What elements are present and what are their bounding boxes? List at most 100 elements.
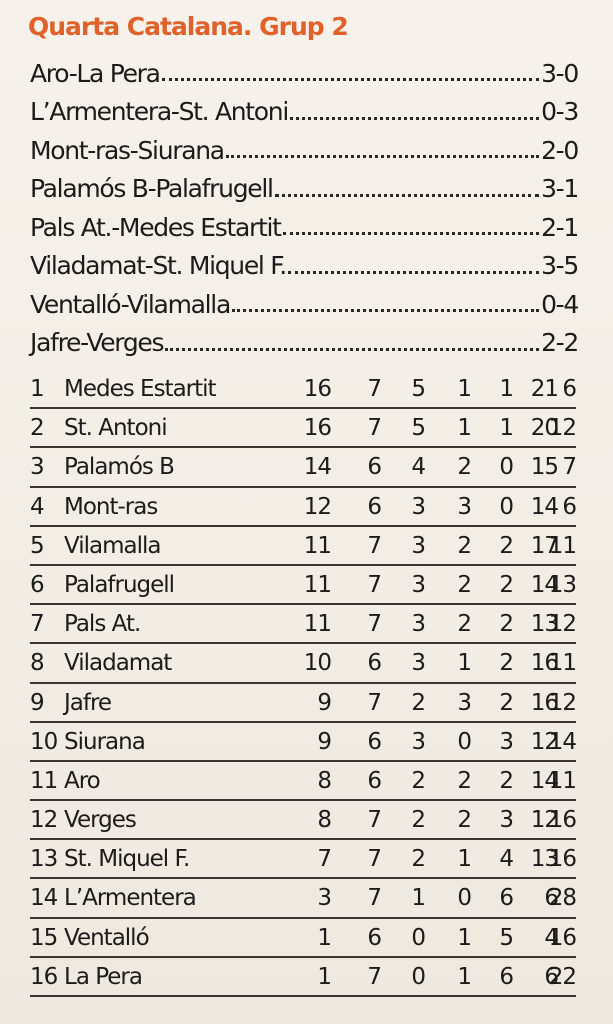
drawn: 3 <box>457 493 472 520</box>
won: 3 <box>411 650 426 677</box>
team-name: St. Antoni <box>64 415 168 442</box>
points: 1 <box>317 963 332 990</box>
team-name: La Pera <box>64 963 143 990</box>
table-row: 12 Verges 8 7 2 2 3 12 16 <box>30 801 577 841</box>
lost: 0 <box>499 454 514 481</box>
goals-for: 15 <box>530 454 559 481</box>
points: 11 <box>303 611 332 638</box>
dotted-leader <box>282 215 540 239</box>
team-name: Mont-ras <box>64 493 158 520</box>
lost: 4 <box>499 846 514 873</box>
position: 13 <box>30 846 58 873</box>
table-row: 11 Aro 8 6 2 2 2 14 11 <box>30 762 577 802</box>
points: 16 <box>303 376 332 402</box>
match-label: Pals At.-Medes Estartit <box>30 212 282 242</box>
played: 6 <box>367 767 382 794</box>
goals-for: 17 <box>530 532 559 559</box>
goals-against: 22 <box>548 963 577 990</box>
team-name: Siurana <box>64 728 146 755</box>
goals-against: 13 <box>548 571 577 598</box>
played: 6 <box>367 454 382 481</box>
position: 15 <box>30 924 58 951</box>
position: 10 <box>30 728 58 755</box>
drawn: 1 <box>457 846 472 873</box>
goals-for: 12 <box>530 728 559 755</box>
goals-for: 16 <box>530 650 559 677</box>
lost: 3 <box>499 728 514 755</box>
played: 6 <box>367 493 382 520</box>
table-row: 6 Palafrugell 11 7 3 2 2 14 13 <box>30 566 577 606</box>
match-score: 3-0 <box>541 58 579 88</box>
won: 5 <box>411 376 426 402</box>
drawn: 2 <box>457 571 472 598</box>
table-row: 8 Viladamat 10 6 3 1 2 16 11 <box>30 644 577 684</box>
points: 9 <box>317 689 332 716</box>
match-label: Viladamat-St. Miquel F. <box>30 251 287 281</box>
team-name: Palafrugell <box>64 571 175 598</box>
result-row: Palamós B-Palafrugell 3-1 <box>30 170 579 209</box>
result-row: Aro-La Pera 3-0 <box>30 54 579 93</box>
dotted-leader <box>287 254 540 278</box>
played: 7 <box>367 689 382 716</box>
goals-against: 6 <box>562 493 577 520</box>
points: 16 <box>303 415 332 442</box>
drawn: 2 <box>457 611 472 638</box>
position: 11 <box>30 767 58 794</box>
table-row: 5 Vilamalla 11 7 3 2 2 17 11 <box>30 527 577 566</box>
match-score: 0-4 <box>541 289 579 319</box>
lost: 5 <box>499 924 514 951</box>
result-row: Viladamat-St. Miquel F. 3-5 <box>30 247 579 286</box>
goals-against: 11 <box>548 767 577 794</box>
drawn: 0 <box>457 885 472 912</box>
lost: 1 <box>499 376 514 402</box>
goals-for: 20 <box>530 415 559 442</box>
team-name: Medes Estartit <box>64 376 217 402</box>
team-name: L’Armentera <box>64 885 197 912</box>
lost: 2 <box>499 611 514 638</box>
team-name: St. Miquel F. <box>64 846 190 873</box>
position: 6 <box>30 571 45 598</box>
team-name: Vilamalla <box>64 532 161 559</box>
drawn: 2 <box>457 767 472 794</box>
result-row: Pals At.-Medes Estartit 2-1 <box>30 208 579 247</box>
played: 7 <box>367 963 382 990</box>
won: 2 <box>411 807 426 834</box>
team-name: Jafre <box>64 689 112 716</box>
position: 12 <box>30 807 58 834</box>
won: 2 <box>411 767 426 794</box>
position: 2 <box>30 415 45 442</box>
position: 1 <box>30 376 45 402</box>
dotted-leader <box>231 292 540 316</box>
match-score: 2-2 <box>541 328 579 358</box>
table-row: 15 Ventalló 1 6 0 1 5 4 16 <box>30 919 577 958</box>
goals-against: 14 <box>548 728 577 755</box>
won: 3 <box>411 532 426 559</box>
match-label: Palamós B-Palafrugell <box>30 174 274 204</box>
goals-for: 4 <box>544 924 559 951</box>
table-row: 9 Jafre 9 7 2 3 2 16 12 <box>30 684 577 723</box>
table-row: 14 L’Armentera 3 7 1 0 6 6 28 <box>30 879 577 919</box>
standings-table: 1 Medes Estartit 16 7 5 1 1 21 6 2 St. A… <box>30 370 577 997</box>
match-label: Jafre-Verges <box>30 328 165 358</box>
table-row: 16 La Pera 1 7 0 1 6 6 22 <box>30 958 577 997</box>
played: 6 <box>367 650 382 677</box>
points: 8 <box>317 767 332 794</box>
table-row: 13 St. Miquel F. 7 7 2 1 4 13 16 <box>30 840 577 880</box>
goals-for: 13 <box>530 611 559 638</box>
lost: 1 <box>499 415 514 442</box>
points: 1 <box>317 924 332 951</box>
played: 7 <box>367 532 382 559</box>
played: 7 <box>367 885 382 912</box>
table-row: 3 Palamós B 14 6 4 2 0 15 7 <box>30 448 577 488</box>
lost: 6 <box>499 963 514 990</box>
won: 3 <box>411 571 426 598</box>
result-row: Ventalló-Vilamalla 0-4 <box>30 285 579 324</box>
points: 14 <box>303 454 332 481</box>
won: 4 <box>411 454 426 481</box>
team-name: Palamós B <box>64 454 175 481</box>
won: 5 <box>411 415 426 442</box>
goals-against: 28 <box>548 885 577 912</box>
points: 11 <box>303 532 332 559</box>
team-name: Verges <box>64 807 137 834</box>
